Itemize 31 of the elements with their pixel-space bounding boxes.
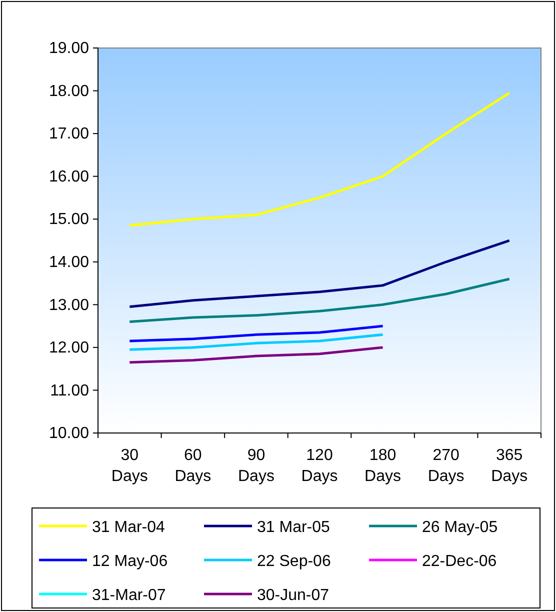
y-tick-label: 19.00 [48,40,90,58]
legend-label: 31 Mar-05 [257,519,330,536]
line-series [128,239,511,308]
x-tick-label: 270 Days [428,447,464,485]
y-tick-label: 13.00 [48,296,90,314]
line-series [128,278,511,324]
y-tick-label: 12.00 [48,340,90,357]
legend-label: 26 May-05 [422,519,498,536]
line-series [128,333,384,351]
y-tick-label: 10.00 [48,425,90,442]
y-tick-label: 11.00 [50,382,90,400]
x-tick-label: 120 Days [301,447,338,485]
legend-label: 22 Sep-06 [257,553,331,570]
legend-label: 22-Dec-06 [422,553,497,570]
y-tick-label: 17.00 [48,126,90,143]
legend-label: 12 May-06 [92,553,168,570]
x-tick-label: 60 Days [174,447,212,485]
legend-label: 30-Jun-07 [257,587,330,604]
line-series [128,346,384,364]
y-tick-label: 18.00 [48,82,90,100]
legend-label: 31-Mar-07 [92,587,166,604]
x-tick-label: 30 Days [111,447,148,485]
y-tick-label: 14.00 [48,254,90,272]
x-tick-label: 180 Days [364,447,402,485]
line-series [128,324,384,342]
x-tick-label: 90 Days [238,447,274,485]
y-tick-label: 16.00 [48,168,90,186]
line-series [128,92,511,227]
y-tick-label: 15.00 [48,211,90,228]
x-tick-label: 365 Days [491,447,528,485]
legend-label: 31 Mar-04 [92,519,166,536]
